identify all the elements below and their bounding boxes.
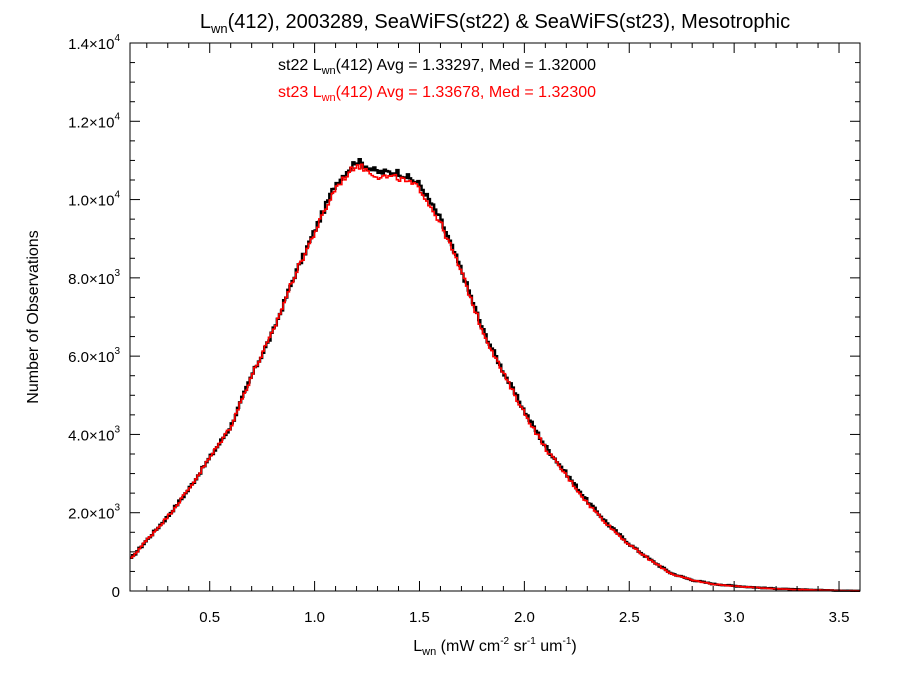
series-layer <box>130 158 860 593</box>
series-line-st22 <box>130 158 860 593</box>
chart-title-prefix: L <box>200 11 211 33</box>
annotation-st23: st23 Lwn(412) Avg = 1.33678, Med = 1.323… <box>278 84 596 104</box>
y-tick-label: 6.0×103 <box>68 346 120 366</box>
series-line-st23 <box>130 163 860 592</box>
x-tick-label: 2.5 <box>619 609 640 626</box>
x-tick-label: 2.0 <box>514 609 535 626</box>
annotation-st22: st22 Lwn(412) Avg = 1.33297, Med = 1.320… <box>278 57 596 77</box>
y-tick-label: 1.0×104 <box>68 190 120 210</box>
x-axis-ticks: 0.5 1.0 1.5 2.0 2.5 3.0 3.5 <box>146 43 850 626</box>
y-tick-label: 8.0×103 <box>68 268 120 288</box>
x-tick-label: 0.5 <box>199 609 220 626</box>
y-tick-label: 4.0×103 <box>68 424 120 444</box>
x-axis-label: Lwn (mW cm-2 sr-1 um-1) <box>413 636 576 658</box>
chart-title: Lwn(412), 2003289, SeaWiFS(st22) & SeaWi… <box>200 11 790 36</box>
plot-frame <box>129 42 861 592</box>
y-axis-ticks: 0 2.0×103 4.0×103 6.0×103 8.0×103 1.0×104 1.2×… <box>68 33 860 601</box>
x-tick-label: 1.5 <box>409 609 430 626</box>
y-tick-label: 0 <box>112 584 120 601</box>
x-tick-label: 3.5 <box>829 609 850 626</box>
y-tick-label: 1.4×104 <box>68 33 120 53</box>
y-axis-label: Number of Observations <box>25 230 42 403</box>
series-st22 <box>130 158 860 593</box>
chart-title-subscript: wn <box>210 21 228 36</box>
chart-title-text: (412), 2003289, SeaWiFS(st22) & SeaWiFS(… <box>228 11 790 33</box>
x-tick-label: 1.0 <box>304 609 325 626</box>
y-tick-label: 1.2×104 <box>68 111 120 131</box>
series-st23 <box>130 163 860 592</box>
y-tick-label: 2.0×103 <box>68 503 120 523</box>
x-tick-label: 3.0 <box>724 609 745 626</box>
